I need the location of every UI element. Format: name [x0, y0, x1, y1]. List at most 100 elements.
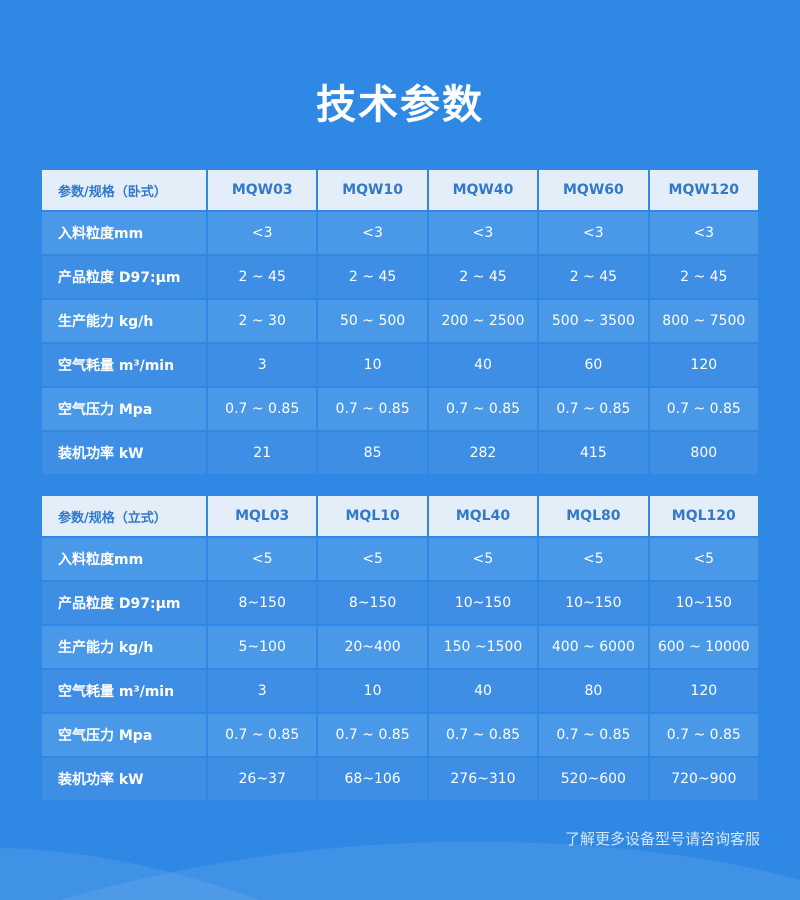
background-wave	[60, 841, 800, 900]
table-cell: 0.7 ~ 0.85	[426, 712, 540, 758]
table-cell: <5	[537, 536, 650, 582]
row-label: 入料粒度mm	[40, 536, 208, 582]
table-row: 空气耗量 m³/min 3 10 40 60 120	[40, 342, 761, 388]
background-waves	[0, 841, 800, 900]
table-cell: 20~400	[316, 624, 429, 670]
table-header-row: 参数/规格（卧式） MQW03 MQW10 MQW40 MQW60 MQW120	[40, 168, 761, 212]
table-cell: 500 ~ 3500	[537, 298, 650, 344]
table-cell: 0.7 ~ 0.85	[537, 386, 650, 432]
row-label: 产品粒度 D97:μm	[40, 580, 208, 626]
table-cell: 200 ~ 2500	[426, 298, 540, 344]
table-cell: 40	[426, 342, 540, 388]
table-cell: 150 ~1500	[426, 624, 540, 670]
table-cell: <5	[647, 536, 761, 582]
table-cell: <3	[647, 210, 761, 256]
page-title: 技术参数	[316, 82, 484, 128]
table-cell: <5	[316, 536, 429, 582]
table-cell: 2 ~ 45	[537, 254, 650, 300]
table-cell: 2 ~ 30	[205, 298, 319, 344]
column-header: MQL40	[426, 494, 540, 538]
table-row: 生产能力 kg/h 5~100 20~400 150 ~1500 400 ~ 6000 6…	[40, 624, 761, 670]
table-cell: 2 ~ 45	[205, 254, 319, 300]
table-cell: 2 ~ 45	[426, 254, 540, 300]
table-cell: 40	[426, 668, 540, 714]
row-label: 装机功率 kW	[40, 756, 208, 802]
row-label: 空气耗量 m³/min	[40, 342, 208, 388]
table-row: 产品粒度 D97:μm 2 ~ 45 2 ~ 45 2 ~ 45 2 ~ 45 2 ~ 4…	[40, 254, 761, 300]
column-header: MQL10	[316, 494, 429, 538]
column-header: MQL03	[205, 494, 319, 538]
table-cell: 0.7 ~ 0.85	[647, 386, 761, 432]
column-header: MQL120	[647, 494, 761, 538]
table-cell: 8~150	[316, 580, 429, 626]
table-cell: 10~150	[426, 580, 540, 626]
row-label: 空气耗量 m³/min	[40, 668, 208, 714]
column-header: 参数/规格（立式）	[40, 494, 208, 538]
table-cell: 0.7 ~ 0.85	[537, 712, 650, 758]
table-cell: 720~900	[647, 756, 761, 802]
row-label: 产品粒度 D97:μm	[40, 254, 208, 300]
table-cell: 3	[205, 668, 319, 714]
column-header: 参数/规格（卧式）	[40, 168, 208, 212]
row-label: 生产能力 kg/h	[40, 298, 208, 344]
table-cell: <3	[205, 210, 319, 256]
table-cell: 26~37	[205, 756, 319, 802]
table-header-row: 参数/规格（立式） MQL03 MQL10 MQL40 MQL80 MQL120	[40, 494, 761, 538]
table-cell: <3	[316, 210, 429, 256]
table-cell: 10	[316, 342, 429, 388]
spec-table-horizontal: 参数/规格（卧式） MQW03 MQW10 MQW40 MQW60 MQW120 入料粒度m…	[40, 168, 761, 476]
spec-table-vertical: 参数/规格（立式） MQL03 MQL10 MQL40 MQL80 MQL120 入料粒度m…	[40, 494, 761, 802]
row-label: 生产能力 kg/h	[40, 624, 208, 670]
column-header: MQW40	[426, 168, 540, 212]
table-row: 入料粒度mm <3 <3 <3 <3 <3	[40, 210, 761, 256]
table-cell: 60	[537, 342, 650, 388]
table-cell: <3	[537, 210, 650, 256]
table-cell: 800	[647, 430, 761, 476]
table-row: 入料粒度mm <5 <5 <5 <5 <5	[40, 536, 761, 582]
table-cell: 2 ~ 45	[647, 254, 761, 300]
table-cell: 85	[316, 430, 429, 476]
table-cell: 10~150	[537, 580, 650, 626]
table-cell: <5	[205, 536, 319, 582]
table-cell: 0.7 ~ 0.85	[205, 712, 319, 758]
table-cell: 8~150	[205, 580, 319, 626]
footer-note: 了解更多设备型号请咨询客服	[564, 830, 760, 848]
table-cell: 0.7 ~ 0.85	[316, 386, 429, 432]
table-cell: <3	[426, 210, 540, 256]
table-row: 空气压力 Mpa 0.7 ~ 0.85 0.7 ~ 0.85 0.7 ~ 0.85 0.…	[40, 386, 761, 432]
table-cell: 10~150	[647, 580, 761, 626]
table-cell: 415	[537, 430, 650, 476]
table-row: 装机功率 kW 21 85 282 415 800	[40, 430, 761, 476]
table-cell: 0.7 ~ 0.85	[205, 386, 319, 432]
table-row: 空气压力 Mpa 0.7 ~ 0.85 0.7 ~ 0.85 0.7 ~ 0.85 0.…	[40, 712, 761, 758]
table-cell: 800 ~ 7500	[647, 298, 761, 344]
table-row: 装机功率 kW 26~37 68~106 276~310 520~600 720~900	[40, 756, 761, 802]
table-cell: 5~100	[205, 624, 319, 670]
row-label: 空气压力 Mpa	[40, 712, 208, 758]
table-cell: 120	[647, 342, 761, 388]
table-cell: 120	[647, 668, 761, 714]
table-cell: 400 ~ 6000	[537, 624, 650, 670]
background-wave	[0, 848, 260, 900]
table-row: 产品粒度 D97:μm 8~150 8~150 10~150 10~150 10~150	[40, 580, 761, 626]
table-cell: 10	[316, 668, 429, 714]
column-header: MQW60	[537, 168, 650, 212]
table-cell: 282	[426, 430, 540, 476]
table-cell: 0.7 ~ 0.85	[647, 712, 761, 758]
column-header: MQL80	[537, 494, 650, 538]
table-cell: 600 ~ 10000	[647, 624, 761, 670]
table-cell: 3	[205, 342, 319, 388]
table-cell: <5	[426, 536, 540, 582]
table-cell: 2 ~ 45	[316, 254, 429, 300]
row-label: 入料粒度mm	[40, 210, 208, 256]
table-cell: 80	[537, 668, 650, 714]
table-cell: 276~310	[426, 756, 540, 802]
table-cell: 520~600	[537, 756, 650, 802]
column-header: MQW120	[647, 168, 761, 212]
row-label: 装机功率 kW	[40, 430, 208, 476]
column-header: MQW10	[316, 168, 429, 212]
table-cell: 68~106	[316, 756, 429, 802]
column-header: MQW03	[205, 168, 319, 212]
table-cell: 21	[205, 430, 319, 476]
table-row: 生产能力 kg/h 2 ~ 30 50 ~ 500 200 ~ 2500 500 ~ 3…	[40, 298, 761, 344]
